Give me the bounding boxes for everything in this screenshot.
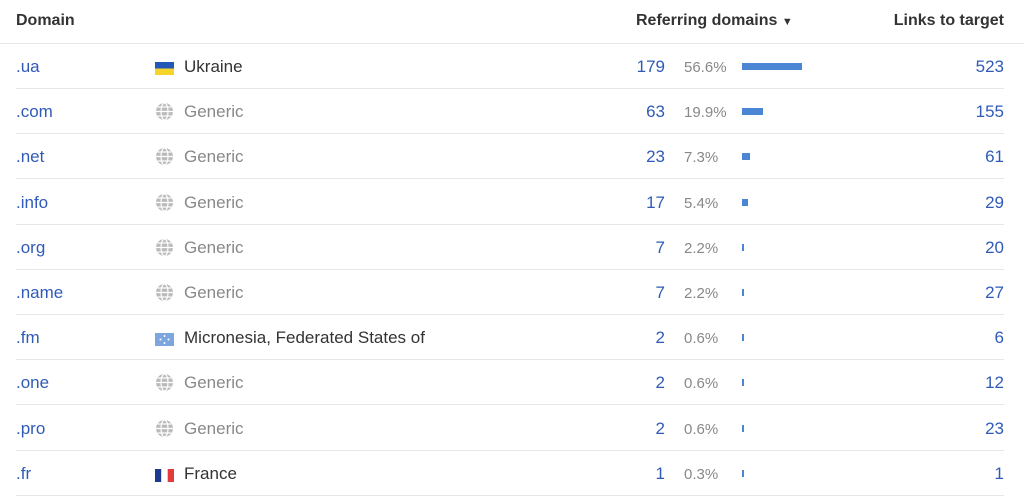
referring-domains-percent: 5.4%	[684, 194, 719, 212]
domain-link[interactable]: .fm	[16, 328, 40, 348]
referring-domains-count[interactable]: 23	[646, 147, 665, 167]
globe-icon	[155, 238, 174, 257]
links-to-target-count[interactable]: 29	[985, 192, 1004, 212]
links-to-target-count[interactable]: 6	[994, 328, 1004, 348]
domain-link[interactable]: .net	[16, 147, 45, 167]
domain-link[interactable]: .one	[16, 373, 50, 393]
share-bar	[742, 334, 744, 342]
country-name: Micronesia, Federated States of	[184, 328, 425, 348]
country-name: Generic	[184, 418, 244, 438]
share-bar	[742, 379, 744, 387]
france-flag-icon	[155, 467, 174, 482]
domain-link[interactable]: .fr	[16, 463, 32, 483]
sort-desc-icon: ▼	[781, 16, 793, 28]
table-row: .name Generic 7 2.2% 27	[16, 270, 1004, 315]
referring-domains-count[interactable]: 1	[655, 463, 665, 483]
referring-domains-count[interactable]: 17	[646, 192, 665, 212]
table-row: .ua Ukraine 179 56.6% 523	[16, 44, 1004, 89]
country-name: Generic	[184, 147, 244, 167]
referring-domains-percent: 56.6%	[684, 59, 727, 76]
globe-icon	[155, 283, 174, 302]
referring-domains-percent: 0.6%	[684, 375, 719, 393]
country-name: Ukraine	[184, 57, 243, 76]
domain-link[interactable]: .com	[16, 102, 53, 122]
country-name: Generic	[184, 283, 244, 302]
referring-domains-percent: 0.6%	[684, 420, 719, 438]
globe-icon	[155, 418, 174, 438]
country-name: Generic	[184, 102, 244, 122]
domain-link[interactable]: .ua	[16, 57, 40, 76]
share-bar	[742, 243, 745, 251]
referring-domains-count[interactable]: 2	[655, 328, 665, 348]
referring-domains-percent: 0.6%	[684, 330, 719, 348]
country-name: Generic	[184, 373, 244, 393]
ukraine-flag-icon	[155, 60, 174, 75]
links-to-target-count[interactable]: 27	[985, 283, 1004, 302]
table-header: Domain Referring domains ▼ Links to targ…	[0, 0, 1024, 44]
links-to-target-count[interactable]: 12	[985, 373, 1004, 393]
links-to-target-count[interactable]: 23	[985, 418, 1004, 438]
referring-domains-percent: 0.3%	[684, 465, 719, 483]
share-bar	[742, 63, 802, 70]
country-name: France	[184, 463, 237, 483]
domain-link[interactable]: .name	[16, 283, 64, 302]
column-referring-domains-label: Referring domains	[636, 12, 778, 29]
globe-icon	[155, 102, 174, 121]
micronesia-flag-icon	[155, 331, 174, 347]
referring-domains-count[interactable]: 2	[655, 418, 665, 438]
referring-domains-percent: 7.3%	[684, 149, 719, 167]
table-row: .net Generic 23 7.3% 61	[16, 134, 1004, 180]
table-row: .pro Generic 2 0.6% 23	[16, 406, 1004, 451]
table-row: .info Generic 17 5.4% 29	[16, 180, 1004, 225]
referring-domains-count[interactable]: 179	[636, 57, 665, 76]
referring-domains-count[interactable]: 2	[655, 373, 665, 393]
globe-icon	[155, 192, 174, 212]
share-bar	[742, 289, 745, 296]
globe-icon	[155, 373, 174, 392]
share-bar	[742, 469, 744, 477]
referring-domains-count[interactable]: 63	[646, 102, 665, 122]
links-to-target-count[interactable]: 523	[975, 57, 1004, 76]
table-row: .com Generic 63 19.9% 155	[16, 89, 1004, 135]
domain-link[interactable]: .org	[16, 237, 46, 257]
referring-domains-percent: 2.2%	[684, 239, 719, 257]
column-domain[interactable]: Domain	[16, 12, 75, 29]
column-referring-domains[interactable]: Referring domains ▼	[636, 12, 793, 30]
column-links-to-target[interactable]: Links to target	[893, 12, 1004, 29]
table-row: .fm Micronesia, Federated States of 2 0.…	[16, 315, 1004, 361]
links-to-target-count[interactable]: 1	[994, 463, 1004, 483]
links-to-target-count[interactable]: 20	[985, 237, 1004, 257]
country-name: Generic	[184, 237, 244, 257]
links-to-target-count[interactable]: 155	[975, 102, 1004, 122]
table-row: .fr France 1 0.3% 1	[16, 451, 1004, 496]
country-name: Generic	[184, 192, 244, 212]
referring-domains-count[interactable]: 7	[655, 283, 665, 302]
referring-domains-percent: 19.9%	[684, 104, 727, 122]
domain-link[interactable]: .pro	[16, 418, 46, 438]
table-row: .org Generic 7 2.2% 20	[16, 225, 1004, 270]
referring-domains-percent: 2.2%	[684, 285, 719, 302]
links-to-target-count[interactable]: 61	[985, 147, 1004, 167]
share-bar	[742, 153, 750, 161]
globe-icon	[155, 147, 174, 166]
table-row: .one Generic 2 0.6% 12	[16, 360, 1004, 406]
referring-domains-count[interactable]: 7	[655, 237, 665, 257]
domain-link[interactable]: .info	[16, 192, 49, 212]
share-bar	[742, 108, 764, 116]
share-bar	[742, 198, 748, 206]
share-bar	[742, 424, 744, 432]
